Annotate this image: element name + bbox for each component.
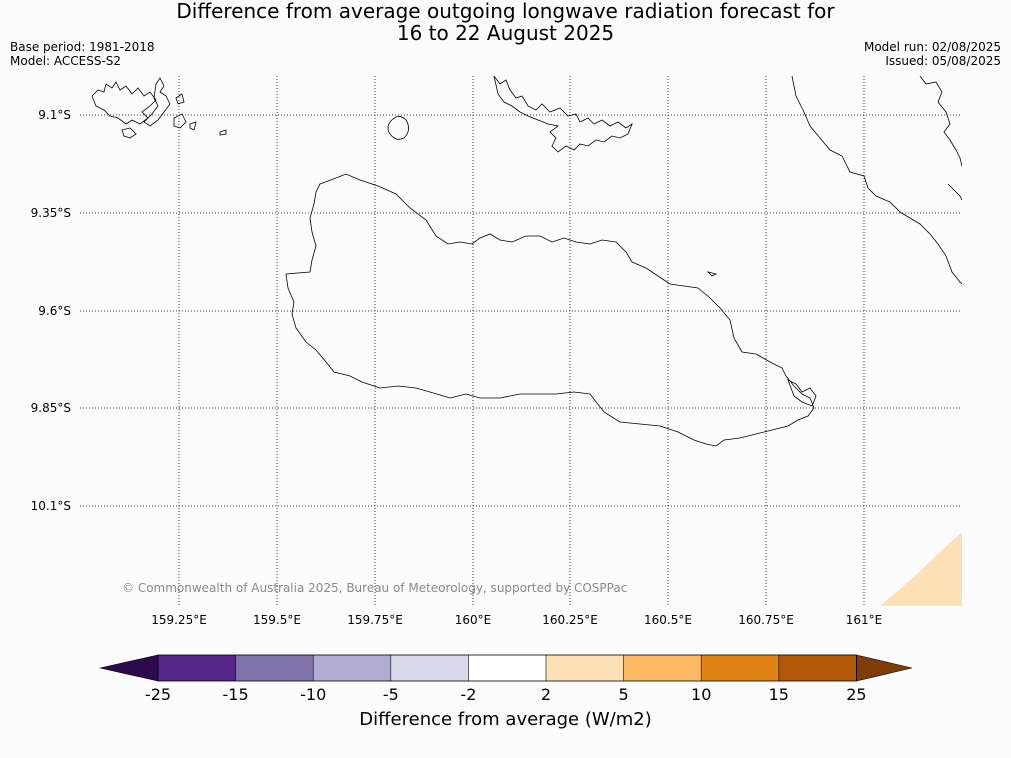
model-text: Model: ACCESS-S2 (10, 54, 122, 68)
issued-text: Issued: 05/08/2025 (885, 54, 1001, 68)
coastline-topleft-islet-1 (121, 127, 137, 139)
copyright-text: © Commonwealth of Australia 2025, Bureau… (122, 581, 628, 595)
lon-label-160.5: 160.5°E (644, 613, 692, 627)
coastline-top-right (791, 76, 962, 285)
colorbar-tick-6: 2 (540, 685, 552, 704)
colorbar-dividers (235, 655, 780, 681)
map-panel (80, 76, 962, 606)
lon-label-159.75: 159.75°E (347, 613, 403, 627)
colorbar-bin-6 (546, 655, 624, 681)
lat-label-9.85: 9.85°S (30, 401, 71, 415)
colorbar-bin-1 (158, 655, 236, 681)
meta-right: Model run: 02/08/2025 Issued: 05/08/2025 (864, 40, 1001, 68)
coastline-topleft-islet-4 (219, 129, 227, 136)
colorbar-under-arrow (100, 654, 159, 682)
lon-label-160.25: 160.25°E (542, 613, 598, 627)
lat-label-9.6: 9.6°S (38, 304, 71, 318)
colorbar-bin-9 (778, 655, 857, 681)
colorbar-outline (157, 654, 857, 682)
coastline-topleft-islet-5 (175, 93, 185, 105)
lat-label-9.1: 9.1°S (38, 108, 71, 122)
coastline-topleft-island (91, 81, 157, 125)
colorbar-tick-7: 5 (618, 685, 629, 704)
lon-label-159.5: 159.5°E (253, 613, 301, 627)
colorbar-bin-8 (701, 655, 779, 681)
colorbar-bin-7 (623, 655, 702, 681)
lon-label-159.25: 159.25°E (151, 613, 207, 627)
lat-label-9.35: 9.35°S (30, 206, 71, 220)
coastline-guadalcanal (285, 173, 815, 447)
coastline-topleft-islet-3 (189, 121, 197, 131)
colorbar-tick-9: 15 (768, 685, 789, 704)
colorbar-tick-1: -25 (144, 685, 172, 704)
coastline-topleft-islet-2 (173, 113, 187, 129)
colorbar-bin-3 (313, 655, 391, 681)
gridlines (80, 76, 962, 606)
map-svg (80, 76, 962, 606)
coastline-top-center-islands (493, 76, 633, 153)
coastline-guadalcanal-east-tip (787, 379, 817, 407)
colorbar (100, 654, 912, 682)
colorbar-tick-3: -10 (300, 685, 327, 704)
coastline-islet-mid (706, 271, 718, 277)
colorbar-tick-5: -2 (460, 685, 477, 704)
coastline-small-island (387, 116, 409, 140)
model-run-text: Model run: 02/08/2025 (863, 40, 1001, 54)
title-line-1: Difference from average outgoing longwav… (176, 0, 835, 23)
colorbar-bin-2 (235, 655, 314, 681)
colorbar-over-arrow (856, 654, 912, 682)
lon-label-161: 161°E (845, 613, 883, 627)
colorbar-bin-5 (468, 655, 546, 681)
base-period-text: Base period: 1981-2018 (10, 40, 155, 54)
colorbar-bin-4 (390, 655, 469, 681)
lat-label-10.1: 10.1°S (30, 499, 71, 513)
coastlines (91, 76, 962, 447)
coastline-top-right-islet (947, 183, 962, 201)
colorbar-tick-4: -5 (382, 685, 399, 704)
title-line-2: 16 to 22 August 2025 (396, 21, 615, 45)
coastline-topleft-island-2 (143, 77, 171, 127)
lon-label-160: 160°E (454, 613, 492, 627)
coastline-top-right-2 (919, 76, 962, 167)
colorbar-tick-10: 25 (846, 685, 867, 704)
colorbar-tick-8: 10 (691, 685, 712, 704)
lon-label-160.75: 160.75°E (738, 613, 794, 627)
colorbar-label: Difference from average (W/m2) (359, 709, 652, 730)
map-title: Difference from average outgoing longwav… (0, 0, 1011, 44)
colorbar-tick-2: -15 (222, 685, 249, 704)
anomaly-patch (880, 532, 962, 606)
meta-left: Base period: 1981-2018 Model: ACCESS-S2 (10, 40, 155, 68)
